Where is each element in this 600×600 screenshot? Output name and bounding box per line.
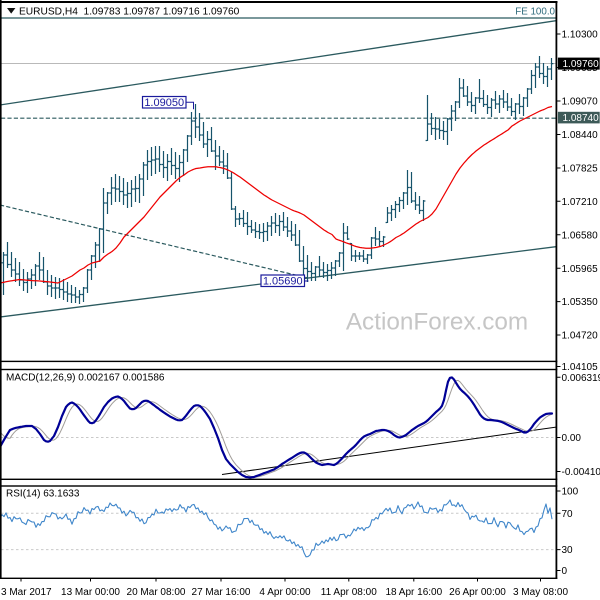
svg-text:27 Mar 16:00: 27 Mar 16:00	[192, 587, 251, 598]
svg-text:70: 70	[562, 509, 574, 520]
svg-text:-0.004102: -0.004102	[562, 467, 600, 478]
svg-text:4 Apr 00:00: 4 Apr 00:00	[259, 587, 311, 598]
svg-text:RSI(14) 63.1633: RSI(14) 63.1633	[6, 489, 80, 500]
svg-text:100: 100	[562, 487, 579, 498]
svg-text:3 Mar 2017: 3 Mar 2017	[1, 587, 52, 598]
svg-text:ActionForex.com: ActionForex.com	[346, 309, 528, 336]
svg-text:3 May 08:00: 3 May 08:00	[513, 587, 568, 598]
svg-text:30: 30	[562, 545, 574, 556]
svg-text:1.10300: 1.10300	[562, 30, 599, 41]
svg-text:0.006319: 0.006319	[562, 373, 600, 384]
svg-text:18 Apr 16:00: 18 Apr 16:00	[385, 587, 442, 598]
svg-text:1.09760: 1.09760	[563, 59, 600, 70]
svg-text:1.09070: 1.09070	[562, 97, 599, 108]
svg-text:0.00: 0.00	[562, 433, 582, 444]
svg-text:1.09050: 1.09050	[144, 97, 184, 109]
svg-text:20 Mar 08:00: 20 Mar 08:00	[127, 587, 186, 598]
svg-text:0: 0	[562, 566, 568, 577]
svg-text:26 Apr 00:00: 26 Apr 00:00	[449, 587, 506, 598]
svg-text:1.07210: 1.07210	[562, 197, 599, 208]
svg-text:MACD(12,26,9) 0.002167 0.00158: MACD(12,26,9) 0.002167 0.001586	[6, 372, 165, 383]
svg-text:1.06580: 1.06580	[562, 230, 599, 241]
svg-text:1.08740: 1.08740	[563, 113, 600, 124]
svg-text:1.05350: 1.05350	[562, 297, 599, 308]
svg-text:11 Apr 08:00: 11 Apr 08:00	[321, 587, 377, 598]
svg-text:1.07825: 1.07825	[562, 164, 599, 175]
svg-text:1.04720: 1.04720	[562, 331, 599, 342]
svg-text:FE 100.0: FE 100.0	[515, 7, 555, 18]
svg-text:1.04105: 1.04105	[562, 362, 599, 373]
svg-text:EURUSD,H4 1.09783 1.09787 1.0: EURUSD,H4 1.09783 1.09787 1.09716 1.0976…	[19, 6, 240, 17]
svg-text:1.08440: 1.08440	[562, 130, 599, 141]
svg-text:1.05690: 1.05690	[263, 276, 303, 288]
svg-text:13 Mar 00:00: 13 Mar 00:00	[61, 587, 120, 598]
svg-text:1.05965: 1.05965	[562, 264, 599, 275]
